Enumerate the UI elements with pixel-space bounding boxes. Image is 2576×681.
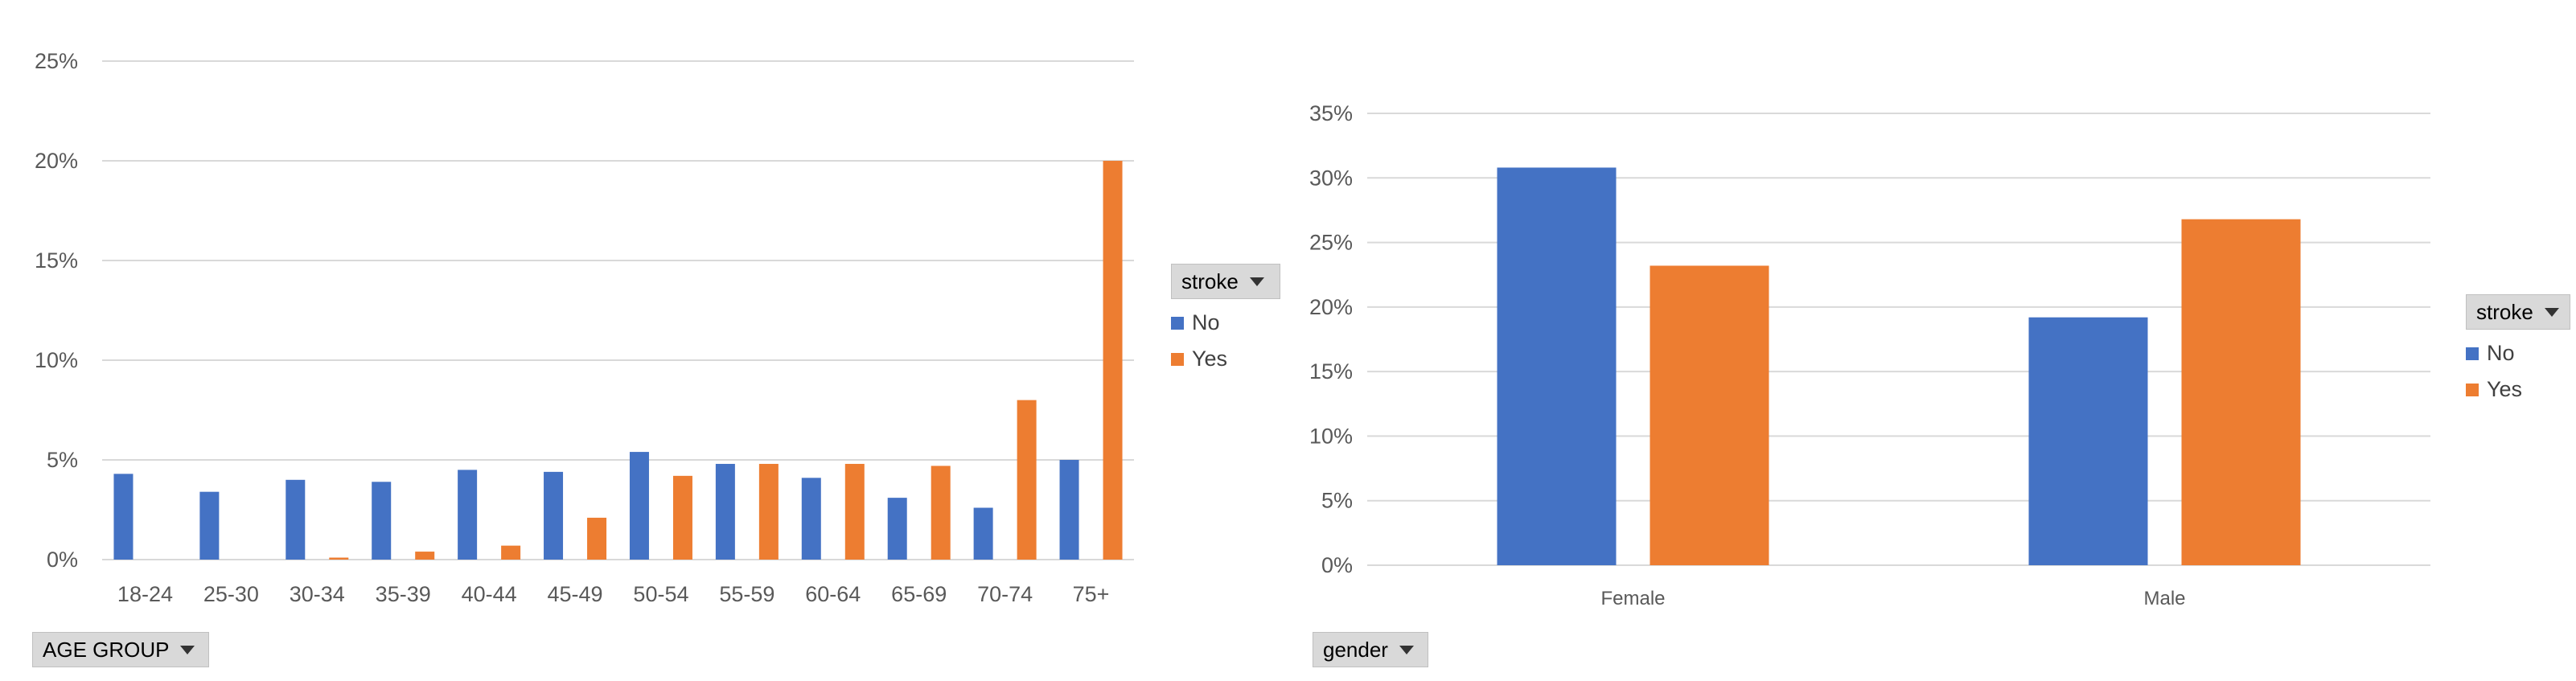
- x-category-label: 75+: [1073, 582, 1110, 606]
- gender-chart: 0% 5% 10% 15% 20% 25% 30% 35% Female Male: [1309, 101, 2430, 609]
- bar-yes-40-44: [501, 545, 521, 560]
- legend-label-yes: Yes: [2487, 377, 2523, 401]
- x-category-label: Female: [1600, 588, 1665, 609]
- x-category-label: 25-30: [203, 582, 259, 606]
- legend-swatch-no: [1171, 316, 1184, 330]
- bar-no-Male: [2028, 317, 2148, 565]
- chevron-down-icon: [1399, 645, 1414, 654]
- bar-yes-Female: [1650, 265, 1769, 565]
- y-tick-label: 25%: [35, 49, 78, 73]
- gender-filter-button[interactable]: gender: [1313, 632, 1428, 667]
- legend-label-no: No: [2487, 341, 2515, 365]
- x-category-label: 40-44: [462, 582, 517, 606]
- gender-legend-stroke-filter[interactable]: stroke: [2466, 294, 2570, 330]
- y-tick-label: 0%: [47, 548, 78, 572]
- age-group-chart: 0% 5% 10% 15% 20% 25% 18-24 25-30 30-34 35-39 40-4…: [35, 49, 1134, 606]
- legend-label-no: No: [1192, 310, 1220, 334]
- y-tick-label: 5%: [1321, 489, 1353, 513]
- legend-item-no: No: [2466, 341, 2570, 366]
- x-category-label: 60-64: [805, 582, 861, 606]
- bar-yes-55-59: [758, 463, 779, 560]
- x-category-label: 35-39: [376, 582, 431, 606]
- legend-title: stroke: [1181, 269, 1239, 293]
- legend-swatch-no: [2466, 347, 2479, 360]
- bar-no-40-44: [458, 470, 478, 560]
- bar-no-25-30: [199, 491, 220, 560]
- bar-no-30-34: [286, 479, 306, 560]
- y-tick-label: 15%: [35, 248, 78, 273]
- bar-no-60-64: [801, 478, 821, 560]
- legend-item-yes: Yes: [1171, 347, 1280, 371]
- y-tick-label: 30%: [1309, 166, 1353, 190]
- x-category-label: 18-24: [117, 582, 173, 606]
- legend-title: stroke: [2476, 299, 2533, 324]
- chevron-down-icon: [2544, 307, 2559, 317]
- bar-no-70-74: [973, 507, 993, 560]
- bar-no-50-54: [629, 452, 649, 560]
- y-tick-label: 5%: [47, 448, 78, 472]
- legend-swatch-yes: [2466, 383, 2479, 396]
- legend-label-yes: Yes: [1192, 347, 1228, 371]
- y-tick-label: 10%: [1309, 424, 1353, 448]
- y-tick-label: 20%: [1309, 295, 1353, 319]
- bar-no-Female: [1497, 167, 1617, 565]
- y-tick-label: 10%: [35, 348, 78, 372]
- bar-yes-35-39: [415, 552, 435, 560]
- bar-yes-75+: [1103, 161, 1123, 560]
- legend-item-no: No: [1171, 310, 1280, 335]
- bar-yes-60-64: [844, 463, 865, 560]
- y-tick-label: 20%: [35, 149, 78, 173]
- bar-no-18-24: [113, 474, 134, 560]
- gender-chart-legend: stroke No Yes: [2466, 294, 2570, 402]
- field-button-label: AGE GROUP: [43, 637, 170, 662]
- bar-yes-Male: [2181, 219, 2301, 565]
- bar-yes-70-74: [1017, 400, 1037, 560]
- bar-no-45-49: [544, 471, 564, 560]
- bar-no-55-59: [715, 463, 735, 560]
- field-button-label: gender: [1323, 637, 1388, 662]
- y-tick-label: 35%: [1309, 101, 1353, 125]
- x-category-label: 45-49: [548, 582, 603, 606]
- bar-yes-45-49: [587, 517, 607, 560]
- x-category-label: 65-69: [891, 582, 947, 606]
- y-tick-label: 0%: [1321, 553, 1353, 577]
- legend-item-yes: Yes: [2466, 377, 2570, 402]
- bar-yes-65-69: [931, 466, 951, 560]
- bar-yes-30-34: [329, 557, 349, 560]
- bar-no-65-69: [887, 498, 907, 560]
- chevron-down-icon: [1249, 277, 1264, 286]
- y-tick-label: 25%: [1309, 231, 1353, 255]
- age-chart-legend: stroke No Yes: [1171, 264, 1280, 371]
- bar-no-75+: [1059, 460, 1079, 560]
- bar-yes-50-54: [672, 475, 692, 560]
- chevron-down-icon: [180, 645, 195, 654]
- x-category-label: 55-59: [719, 582, 774, 606]
- legend-swatch-yes: [1171, 352, 1184, 366]
- x-category-label: Male: [2143, 588, 2185, 609]
- bar-no-35-39: [372, 482, 392, 560]
- x-category-label: 70-74: [977, 582, 1033, 606]
- x-category-label: 30-34: [290, 582, 345, 606]
- y-tick-label: 15%: [1309, 359, 1353, 384]
- age-group-filter-button[interactable]: AGE GROUP: [32, 632, 209, 667]
- age-legend-stroke-filter[interactable]: stroke: [1171, 264, 1280, 299]
- x-category-label: 50-54: [633, 582, 688, 606]
